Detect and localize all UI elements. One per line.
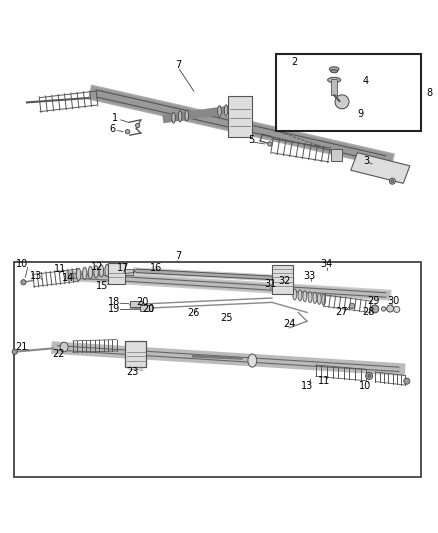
Text: 3: 3 bbox=[362, 156, 368, 166]
Text: 28: 28 bbox=[361, 308, 374, 318]
Ellipse shape bbox=[349, 303, 354, 309]
Ellipse shape bbox=[21, 280, 26, 285]
Text: 7: 7 bbox=[174, 251, 180, 261]
Ellipse shape bbox=[365, 373, 372, 379]
Text: 25: 25 bbox=[220, 313, 233, 322]
Text: 32: 32 bbox=[277, 276, 290, 286]
Bar bbox=[272, 265, 292, 294]
Text: 16: 16 bbox=[150, 263, 162, 273]
Text: 26: 26 bbox=[187, 308, 199, 318]
Text: 5: 5 bbox=[247, 135, 254, 146]
Ellipse shape bbox=[292, 289, 296, 300]
Text: 34: 34 bbox=[320, 260, 332, 269]
Ellipse shape bbox=[389, 178, 395, 184]
Text: 20: 20 bbox=[135, 297, 148, 308]
Ellipse shape bbox=[321, 294, 325, 305]
Text: 31: 31 bbox=[264, 279, 276, 289]
Text: 18: 18 bbox=[108, 297, 120, 308]
Ellipse shape bbox=[334, 95, 348, 109]
Text: 1: 1 bbox=[112, 112, 118, 123]
Ellipse shape bbox=[302, 291, 306, 302]
Ellipse shape bbox=[135, 124, 140, 128]
Text: 19: 19 bbox=[108, 303, 120, 313]
Ellipse shape bbox=[393, 306, 399, 312]
Text: 23: 23 bbox=[127, 367, 139, 377]
Ellipse shape bbox=[12, 349, 17, 354]
Text: 29: 29 bbox=[367, 296, 379, 306]
Ellipse shape bbox=[99, 265, 103, 277]
Ellipse shape bbox=[390, 180, 393, 182]
Text: 27: 27 bbox=[334, 308, 346, 318]
Text: 4: 4 bbox=[362, 76, 368, 86]
Text: 33: 33 bbox=[302, 271, 314, 281]
Ellipse shape bbox=[247, 354, 256, 367]
Ellipse shape bbox=[297, 290, 301, 301]
Text: 30: 30 bbox=[387, 296, 399, 306]
Ellipse shape bbox=[178, 111, 181, 122]
Ellipse shape bbox=[312, 293, 316, 303]
Text: 9: 9 bbox=[356, 109, 362, 119]
Bar bbox=[130, 301, 142, 307]
Text: 14: 14 bbox=[62, 273, 74, 283]
Bar bbox=[276, 54, 420, 131]
Ellipse shape bbox=[317, 293, 321, 304]
Ellipse shape bbox=[184, 110, 188, 121]
Bar bbox=[330, 149, 341, 161]
Text: 7: 7 bbox=[174, 60, 180, 70]
Ellipse shape bbox=[386, 305, 393, 312]
Ellipse shape bbox=[327, 77, 340, 83]
Text: 2: 2 bbox=[290, 57, 297, 67]
Bar bbox=[330, 79, 336, 95]
Ellipse shape bbox=[125, 130, 130, 134]
Bar bbox=[125, 341, 146, 367]
Ellipse shape bbox=[171, 112, 175, 123]
Ellipse shape bbox=[60, 342, 68, 352]
Text: 8: 8 bbox=[425, 87, 431, 98]
Ellipse shape bbox=[76, 268, 81, 280]
Text: 17: 17 bbox=[117, 263, 129, 273]
Ellipse shape bbox=[328, 67, 338, 71]
Text: 20: 20 bbox=[142, 304, 155, 314]
Ellipse shape bbox=[381, 307, 385, 311]
Text: 12: 12 bbox=[91, 262, 103, 271]
Ellipse shape bbox=[307, 292, 311, 303]
Text: 15: 15 bbox=[96, 281, 108, 291]
Bar bbox=[125, 269, 133, 275]
Bar bbox=[140, 305, 152, 311]
Text: 13: 13 bbox=[29, 271, 42, 281]
Ellipse shape bbox=[367, 375, 370, 377]
Ellipse shape bbox=[217, 106, 221, 117]
Ellipse shape bbox=[403, 378, 409, 384]
Bar bbox=[14, 262, 420, 477]
Text: 6: 6 bbox=[109, 124, 115, 134]
Text: 22: 22 bbox=[52, 349, 64, 359]
Ellipse shape bbox=[370, 305, 378, 313]
Bar bbox=[108, 263, 124, 284]
Ellipse shape bbox=[94, 265, 98, 278]
Text: 10: 10 bbox=[358, 381, 370, 391]
Text: 21: 21 bbox=[15, 343, 28, 352]
Polygon shape bbox=[350, 153, 409, 183]
Ellipse shape bbox=[82, 268, 87, 280]
Text: 24: 24 bbox=[283, 319, 295, 329]
Text: 13: 13 bbox=[300, 381, 312, 391]
Text: 10: 10 bbox=[16, 260, 28, 269]
Ellipse shape bbox=[267, 142, 272, 146]
Bar bbox=[228, 96, 252, 138]
Ellipse shape bbox=[88, 266, 92, 279]
Ellipse shape bbox=[105, 264, 109, 277]
Text: 11: 11 bbox=[53, 264, 66, 273]
Ellipse shape bbox=[224, 105, 227, 116]
Ellipse shape bbox=[330, 70, 337, 72]
Text: 11: 11 bbox=[318, 376, 330, 386]
